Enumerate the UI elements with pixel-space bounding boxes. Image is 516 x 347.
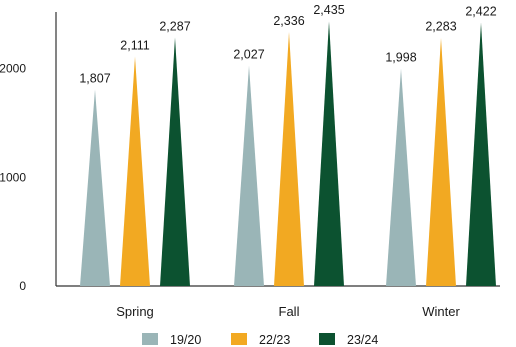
y-tick-label: 0 xyxy=(19,279,26,293)
y-tick-labels: 0 1000 2000 xyxy=(0,62,26,293)
bar-fall-23-24 xyxy=(314,21,344,286)
x-category-label: Spring xyxy=(116,304,154,319)
data-label: 2,027 xyxy=(233,48,264,62)
x-category-label: Winter xyxy=(422,304,460,319)
bar-winter-22-23 xyxy=(426,37,456,286)
data-labels: 1,807 2,111 2,287 2,027 2,336 2,435 1,998 2,283… xyxy=(79,3,496,85)
data-label: 2,422 xyxy=(465,5,496,19)
data-label: 2,111 xyxy=(120,38,149,52)
legend-swatch xyxy=(231,333,247,345)
y-tick-label: 1000 xyxy=(0,170,26,184)
bar-fall-22-23 xyxy=(274,31,304,286)
data-label: 2,435 xyxy=(313,3,344,17)
bars xyxy=(80,21,496,287)
legend: 19/20 22/23 23/24 xyxy=(142,333,378,347)
legend-label: 23/24 xyxy=(347,333,378,347)
legend-swatch xyxy=(319,333,335,345)
legend-swatch xyxy=(142,333,158,345)
data-label: 2,287 xyxy=(159,19,190,33)
data-label: 2,283 xyxy=(425,20,456,34)
y-tick-label: 2000 xyxy=(0,62,26,76)
bar-spring-19-20 xyxy=(80,89,110,286)
bar-winter-19-20 xyxy=(386,68,416,286)
legend-label: 22/23 xyxy=(259,333,290,347)
data-label: 1,807 xyxy=(79,72,110,86)
x-category-label: Fall xyxy=(279,304,300,319)
legend-label: 19/20 xyxy=(170,333,201,347)
bar-winter-23-24 xyxy=(466,22,496,287)
bar-fall-19-20 xyxy=(234,65,264,287)
data-label: 2,336 xyxy=(273,14,304,28)
data-label: 1,998 xyxy=(385,51,416,65)
bar-spring-23-24 xyxy=(160,37,190,287)
category-labels: Spring Fall Winter xyxy=(116,304,460,319)
bar-spring-22-23 xyxy=(120,56,150,286)
